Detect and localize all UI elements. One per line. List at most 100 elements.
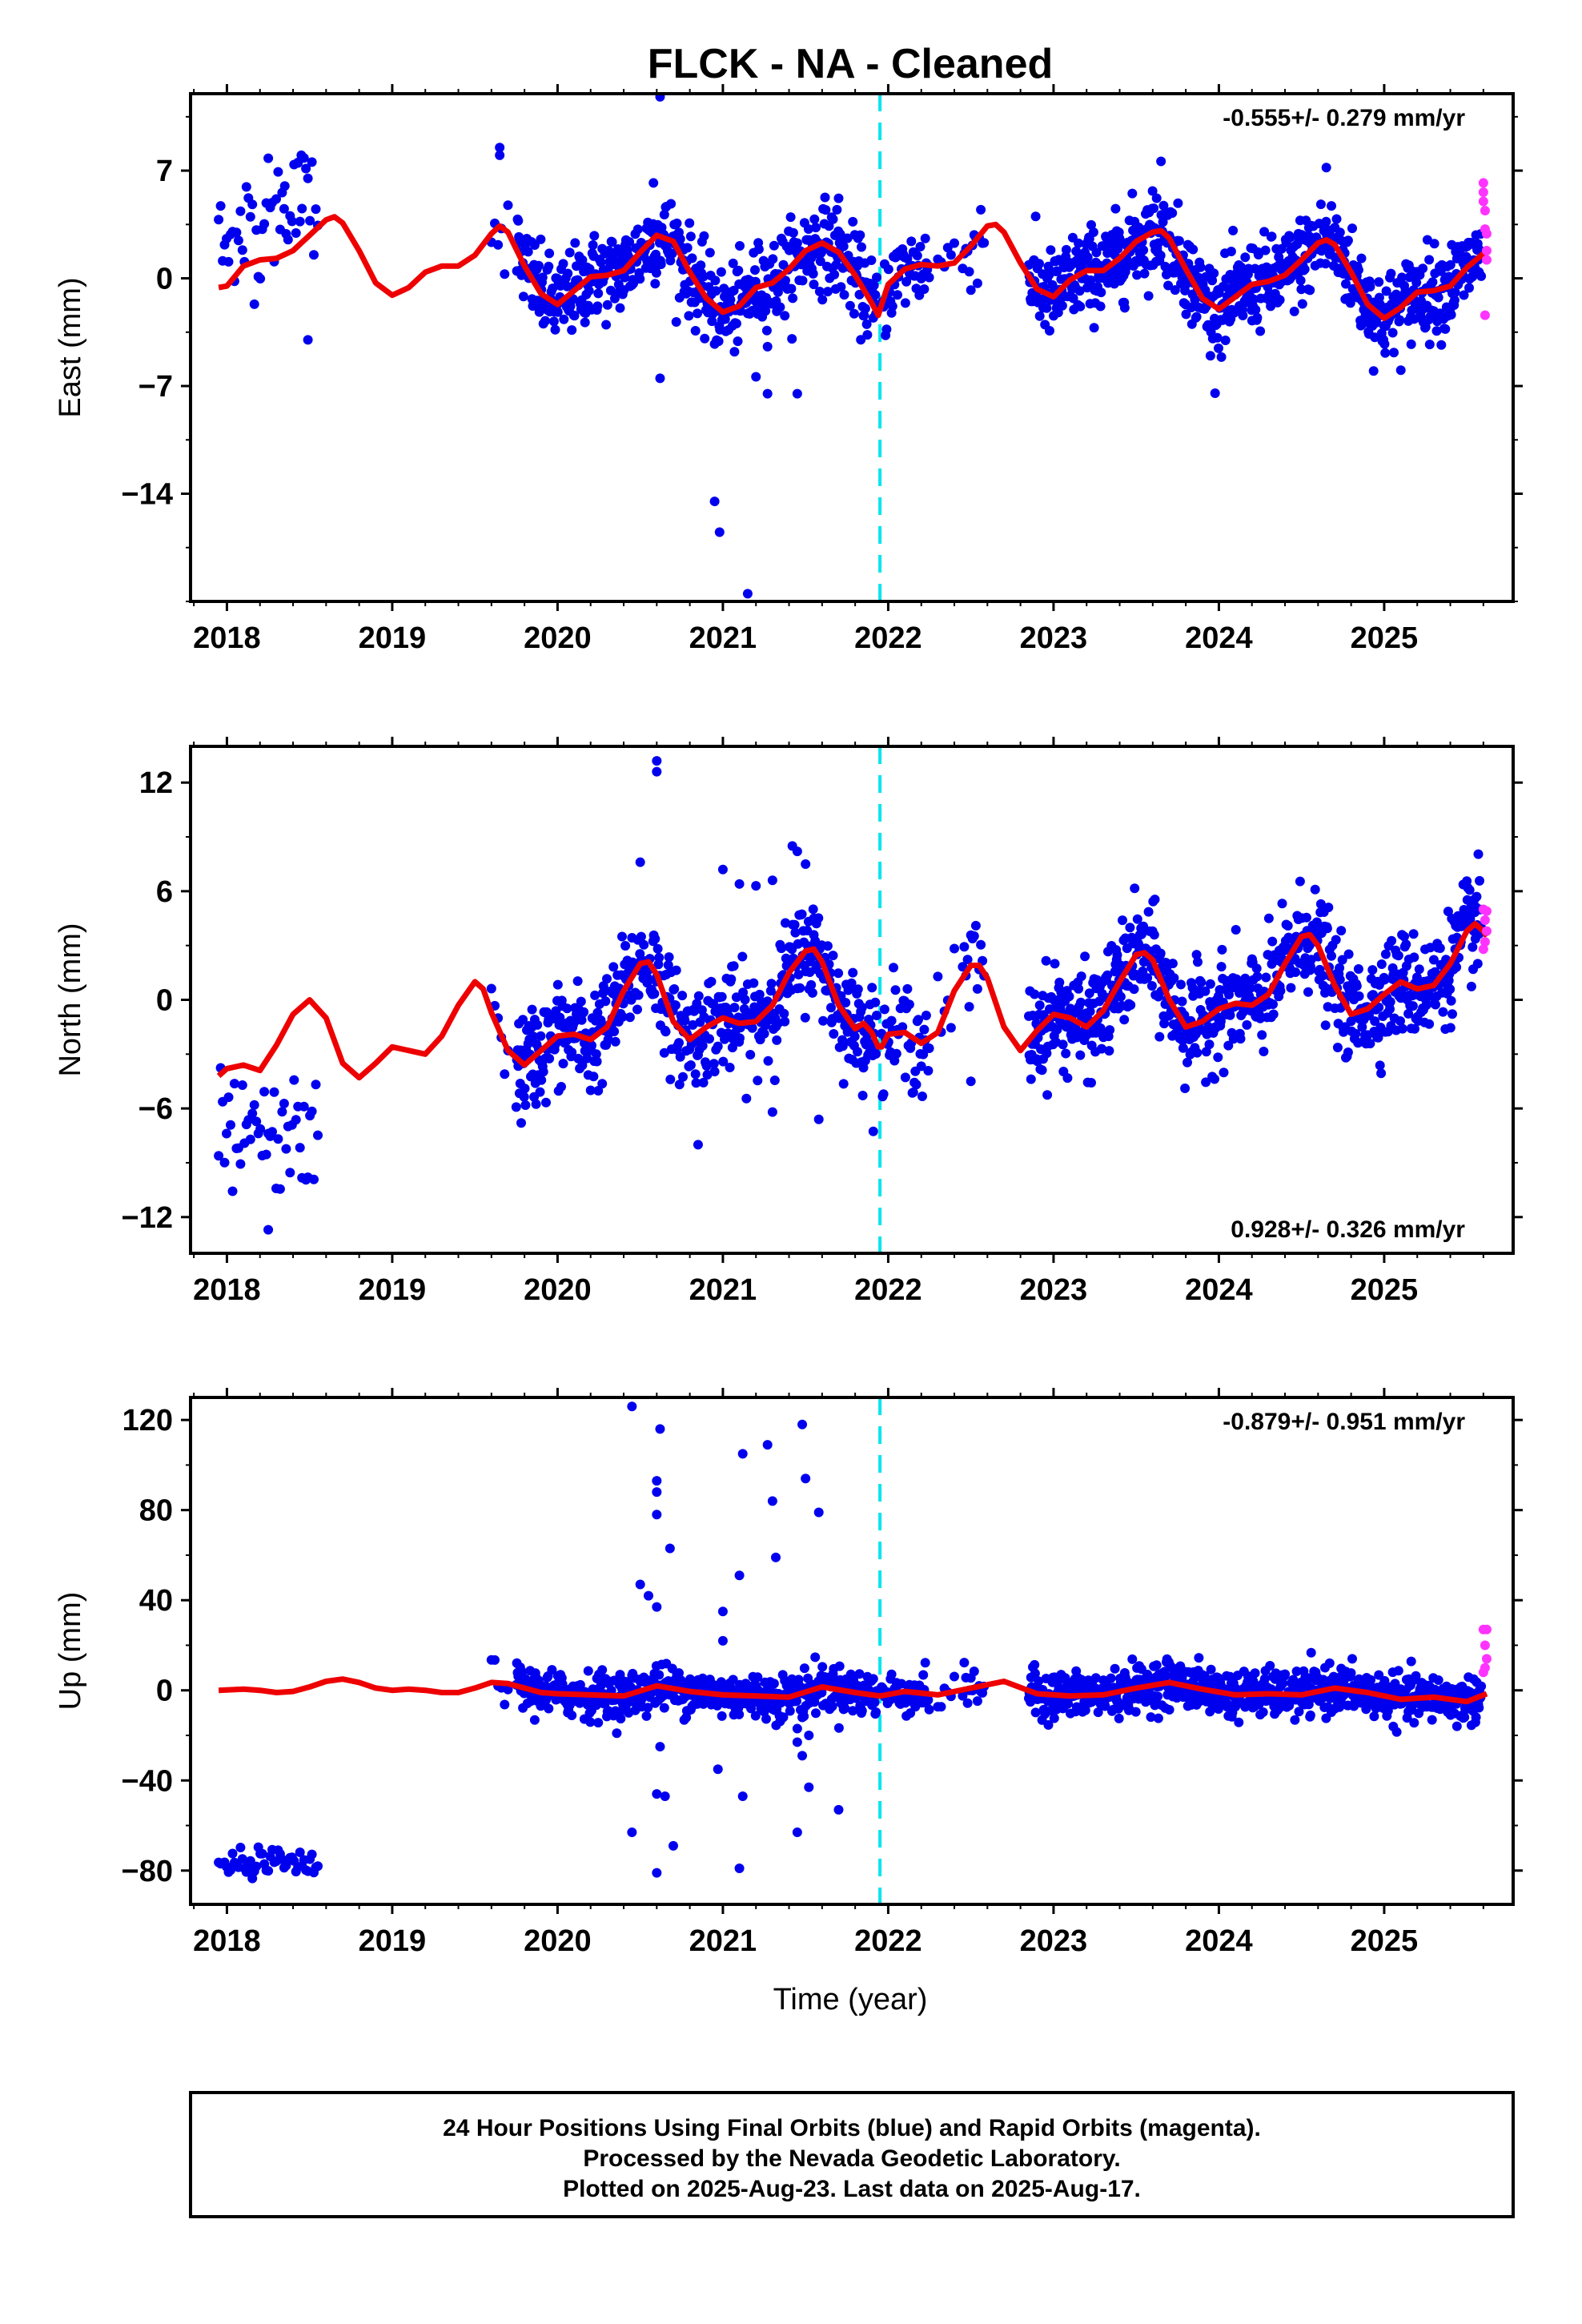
final-orbit-point [1102, 970, 1113, 980]
final-orbit-point [214, 1151, 224, 1161]
final-orbit-point [1429, 239, 1439, 249]
final-orbit-point [811, 1708, 821, 1719]
final-orbit-point [1373, 1032, 1383, 1043]
final-orbit-point [639, 939, 649, 950]
final-orbit-point [709, 1059, 719, 1069]
final-orbit-point [1346, 1668, 1356, 1679]
final-orbit-point [729, 961, 739, 971]
final-orbit-point [541, 1097, 551, 1108]
final-orbit-point [1291, 967, 1301, 977]
final-orbit-outlier [833, 1804, 844, 1815]
final-orbit-point [1389, 348, 1399, 358]
final-orbit-point [592, 1056, 602, 1067]
final-orbit-point [577, 1060, 588, 1071]
final-orbit-point [1379, 975, 1390, 985]
final-orbit-point [1076, 971, 1086, 982]
x-tick-label: 2023 [1020, 1273, 1088, 1307]
final-orbit-point [1045, 326, 1054, 336]
final-orbit-point [291, 1115, 301, 1125]
final-orbit-point [701, 1061, 712, 1071]
rapid-orbit-points [1478, 904, 1492, 955]
final-orbit-point [781, 918, 790, 928]
final-orbit-outlier [797, 1419, 808, 1429]
final-orbit-point [1397, 272, 1407, 283]
final-orbit-point [838, 1079, 849, 1089]
final-orbit-outlier [771, 1552, 781, 1562]
final-orbit-point [1295, 876, 1305, 887]
final-orbit-point [247, 1108, 258, 1119]
final-orbit-point [1351, 981, 1362, 991]
final-orbit-point [1395, 315, 1405, 325]
final-orbit-point [235, 1843, 246, 1852]
final-orbit-point [567, 1711, 577, 1720]
final-orbit-point [1231, 925, 1241, 935]
final-orbit-point [1104, 1046, 1114, 1056]
final-orbit-point [848, 216, 858, 227]
final-orbit-point [513, 215, 524, 226]
final-orbit-point [1379, 339, 1390, 349]
final-orbit-outlier [762, 1440, 773, 1450]
final-orbit-point [1445, 1023, 1456, 1033]
x-tick-label: 2018 [193, 1924, 261, 1958]
final-orbit-point [1139, 268, 1150, 279]
final-orbit-point [904, 999, 914, 1010]
final-orbit-point [1212, 332, 1223, 343]
final-orbit-outlier [303, 335, 313, 345]
final-orbit-point [897, 1022, 908, 1032]
final-orbit-point [1353, 964, 1363, 974]
final-orbit-point [1064, 991, 1074, 1002]
final-orbit-point [887, 301, 897, 312]
final-orbit-point [916, 1061, 926, 1072]
final-orbit-point [893, 290, 902, 300]
final-orbit-point [1335, 227, 1345, 238]
final-orbit-point [635, 949, 645, 959]
final-orbit-point [1369, 1711, 1379, 1722]
final-orbit-point [1049, 1713, 1059, 1723]
final-orbit-point [753, 244, 764, 255]
final-orbit-outlier [813, 1114, 824, 1124]
footer-line-1: 24 Hour Positions Using Final Orbits (bl… [443, 2115, 1261, 2141]
final-orbit-point [1438, 1007, 1448, 1017]
final-orbit-point [1153, 1713, 1163, 1723]
final-orbit-point [868, 1674, 878, 1684]
final-orbit-point [1150, 895, 1160, 905]
final-orbit-outlier [652, 1602, 662, 1612]
final-orbit-point [1086, 1078, 1096, 1088]
final-orbit-point [490, 1655, 500, 1665]
final-orbit-point [918, 1670, 929, 1680]
final-orbit-outlier [665, 1543, 675, 1554]
final-orbit-point [215, 201, 226, 211]
final-orbit-point [763, 1055, 773, 1066]
rapid-orbit-point [1478, 178, 1488, 188]
final-orbit-point [1464, 885, 1475, 895]
final-orbit-point [636, 931, 646, 942]
final-orbit-point [1381, 286, 1391, 296]
plot-area [214, 94, 1492, 601]
final-orbit-point [1321, 216, 1331, 227]
final-orbit-point [827, 1701, 837, 1711]
final-orbit-point [598, 988, 608, 999]
y-tick-label: 80 [139, 1494, 173, 1528]
final-orbit-point [255, 1124, 266, 1134]
final-orbit-point [969, 931, 979, 941]
final-orbit-outlier [762, 388, 773, 399]
final-orbit-point [693, 991, 704, 1001]
final-orbit-point [277, 1107, 287, 1117]
final-orbit-outlier [792, 1723, 802, 1734]
final-orbit-point [615, 303, 625, 313]
final-orbit-point [729, 1003, 740, 1013]
final-orbit-point [273, 1134, 283, 1144]
final-orbit-point [233, 235, 243, 246]
final-orbit-point [829, 1029, 839, 1039]
final-orbit-point [1061, 1048, 1071, 1059]
final-orbit-point [1433, 1675, 1443, 1685]
final-orbit-point [313, 1130, 323, 1140]
final-orbit-point [307, 1849, 317, 1860]
final-orbit-point [839, 290, 849, 300]
final-orbit-point [1167, 208, 1178, 218]
final-orbit-point [838, 241, 849, 251]
final-orbit-point [1428, 955, 1439, 965]
final-orbit-point [214, 215, 224, 225]
final-orbit-point [1311, 917, 1322, 927]
final-orbit-point [833, 968, 844, 979]
